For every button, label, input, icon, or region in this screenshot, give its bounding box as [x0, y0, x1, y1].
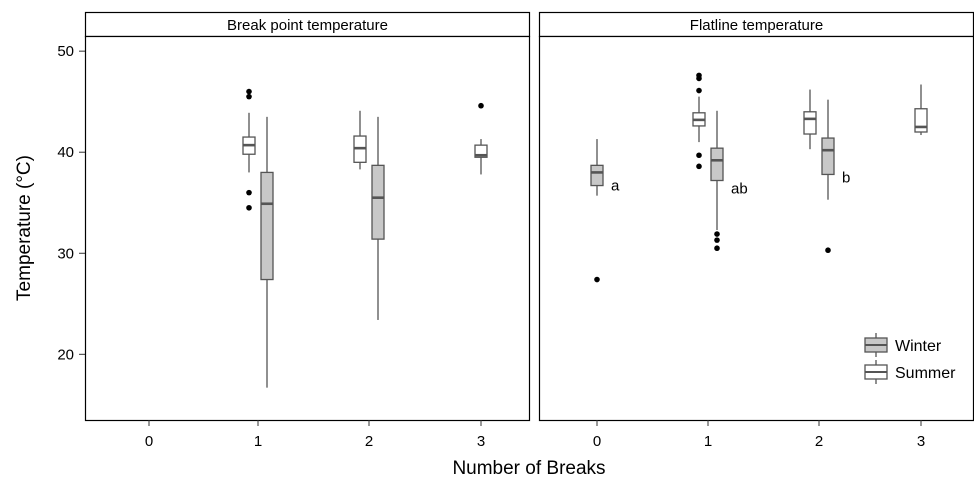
significance-letter: ab — [731, 181, 748, 198]
x-tick-label: 1 — [254, 433, 262, 450]
box-winter — [371, 164, 385, 240]
x-tick-label: 3 — [917, 433, 925, 450]
outlier-point — [696, 75, 702, 82]
outlier-point — [246, 204, 252, 211]
x-tick-label: 2 — [815, 433, 823, 450]
panel-strip-label: Break point temperature — [227, 17, 388, 34]
y-tick-label: 50 — [57, 43, 74, 60]
outlier-point — [246, 189, 252, 196]
significance-letter: a — [611, 178, 620, 195]
x-tick-label: 0 — [593, 433, 601, 450]
x-tick-label: 1 — [704, 433, 712, 450]
legend-label: Winter — [895, 338, 942, 355]
x-tick-label: 3 — [477, 433, 485, 450]
significance-letter: b — [842, 169, 850, 186]
outlier-point — [714, 231, 720, 237]
outlier-point — [825, 247, 831, 254]
legend-label: Summer — [895, 365, 956, 382]
y-tick-label: 40 — [57, 144, 74, 161]
panel-strip-label: Flatline temperature — [690, 17, 823, 34]
panel-frame — [84, 35, 531, 422]
y-axis-title: Temperature (°C) — [14, 155, 35, 301]
x-axis-title: Number of Breaks — [452, 458, 605, 479]
box-winter — [260, 171, 274, 281]
y-tick-label: 20 — [57, 346, 74, 363]
box-summer — [914, 108, 928, 133]
box-winter — [590, 164, 604, 187]
box-summer — [803, 111, 817, 135]
outlier-point — [246, 88, 252, 95]
outlier-point — [696, 152, 702, 159]
outlier-point — [478, 102, 484, 109]
outlier-point — [696, 163, 702, 170]
y-tick-label: 30 — [57, 245, 74, 262]
panel-strip — [538, 11, 974, 38]
x-tick-label: 0 — [145, 433, 153, 450]
panel-strip — [84, 11, 531, 38]
box-winter — [710, 147, 724, 182]
box-winter — [821, 137, 835, 176]
outlier-point — [714, 245, 720, 252]
outlier-point — [714, 237, 720, 243]
outlier-point — [696, 87, 702, 94]
x-tick-label: 2 — [365, 433, 373, 450]
outlier-point — [594, 276, 600, 283]
outlier-point — [246, 93, 252, 100]
panel-frame — [538, 35, 974, 422]
